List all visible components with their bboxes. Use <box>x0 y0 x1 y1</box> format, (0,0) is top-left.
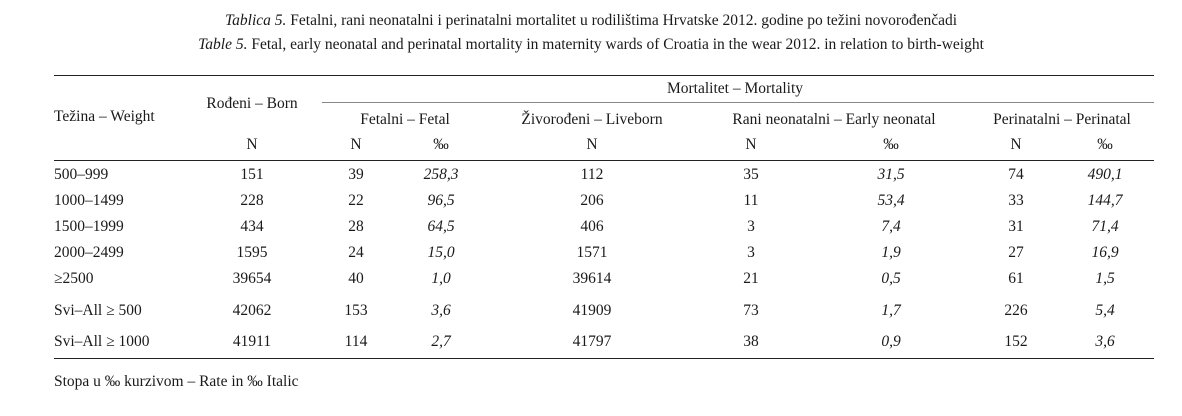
cell-fetal-n: 153 <box>344 302 368 319</box>
mortality-group-rule <box>322 102 1154 103</box>
cell-born-n: 42062 <box>232 302 272 319</box>
cell-perinatal-rate: 71,4 <box>1091 218 1119 235</box>
cell-fetal-rate: 15,0 <box>427 244 455 261</box>
subheader-early-n: N <box>745 136 757 153</box>
cell-perinatal-rate: 16,9 <box>1091 244 1119 261</box>
header-weight: Težina – Weight <box>54 108 155 125</box>
cell-early-rate: 1,7 <box>881 302 901 319</box>
cell-weight: Svi–All ≥ 1000 <box>54 333 150 350</box>
header-liveborn: Živorođeni – Liveborn <box>521 111 663 128</box>
cell-perinatal-n: 152 <box>1004 333 1028 350</box>
cell-perinatal-n: 27 <box>1008 244 1024 261</box>
table-caption-croatian: Tablica 5. Fetalni, rani neonatalni i pe… <box>0 12 1182 30</box>
cell-fetal-rate: 3,6 <box>431 302 451 319</box>
cell-early-rate: 0,9 <box>881 333 901 350</box>
subheader-fetal-rate: ‰ <box>433 136 449 153</box>
cell-born-n: 151 <box>240 166 264 183</box>
cell-early-n: 35 <box>743 166 759 183</box>
cell-fetal-n: 39 <box>348 166 364 183</box>
cell-weight: 500–999 <box>54 166 109 183</box>
header-early-neonatal: Rani neonatalni – Early neonatal <box>732 111 936 128</box>
cell-perinatal-rate: 1,5 <box>1095 270 1115 287</box>
table-title-english: Fetal, early neonatal and perinatal mort… <box>247 36 984 53</box>
cell-perinatal-rate: 144,7 <box>1087 192 1123 209</box>
cell-fetal-rate: 258,3 <box>423 166 459 183</box>
table-header-rule <box>54 160 1154 161</box>
table-caption-english: Table 5. Fetal, early neonatal and perin… <box>0 36 1182 54</box>
cell-liveborn-n: 39614 <box>572 270 612 287</box>
cell-born-n: 39654 <box>232 270 272 287</box>
cell-fetal-n: 40 <box>348 270 364 287</box>
header-born: Rođeni – Born <box>206 95 298 112</box>
cell-liveborn-n: 406 <box>580 218 604 235</box>
subheader-fetal-n: N <box>350 136 362 153</box>
cell-perinatal-n: 226 <box>1004 302 1028 319</box>
subheader-liveborn-n: N <box>586 136 598 153</box>
cell-early-rate: 53,4 <box>877 192 905 209</box>
cell-born-n: 41911 <box>232 333 272 350</box>
cell-weight: 1500–1999 <box>54 218 124 235</box>
cell-early-n: 3 <box>747 244 755 261</box>
subheader-early-rate: ‰ <box>883 136 899 153</box>
table-label-english: Table 5. <box>198 36 248 53</box>
table-label-croatian: Tablica 5. <box>224 12 287 29</box>
cell-perinatal-n: 31 <box>1008 218 1024 235</box>
cell-liveborn-n: 206 <box>580 192 604 209</box>
cell-perinatal-n: 61 <box>1008 270 1024 287</box>
cell-fetal-n: 22 <box>348 192 364 209</box>
cell-early-n: 73 <box>743 302 759 319</box>
subheader-perinatal-n: N <box>1010 136 1022 153</box>
cell-early-n: 3 <box>747 218 755 235</box>
table-title-croatian: Fetalni, rani neonatalni i perinatalni m… <box>286 12 958 29</box>
cell-perinatal-n: 74 <box>1008 166 1024 183</box>
cell-early-rate: 0,5 <box>881 270 901 287</box>
cell-born-n: 434 <box>240 218 264 235</box>
cell-fetal-rate: 2,7 <box>431 333 451 350</box>
subheader-perinatal-rate: ‰ <box>1097 136 1113 153</box>
cell-born-n: 1595 <box>236 244 268 261</box>
cell-fetal-n: 114 <box>344 333 368 350</box>
cell-early-n: 38 <box>743 333 759 350</box>
cell-liveborn-n: 1571 <box>576 244 608 261</box>
cell-liveborn-n: 41909 <box>572 302 612 319</box>
cell-perinatal-rate: 5,4 <box>1095 302 1115 319</box>
cell-weight: 2000–2499 <box>54 244 124 261</box>
cell-perinatal-rate: 490,1 <box>1087 166 1123 183</box>
cell-early-rate: 7,4 <box>881 218 901 235</box>
cell-fetal-rate: 1,0 <box>431 270 451 287</box>
cell-liveborn-n: 112 <box>580 166 604 183</box>
table-bottom-rule <box>54 358 1154 359</box>
cell-fetal-rate: 96,5 <box>427 192 455 209</box>
header-perinatal: Perinatalni – Perinatal <box>993 111 1131 128</box>
table-top-rule <box>54 75 1154 76</box>
cell-perinatal-rate: 3,6 <box>1095 333 1115 350</box>
cell-early-rate: 1,9 <box>881 244 901 261</box>
cell-weight: Svi–All ≥ 500 <box>54 302 142 319</box>
header-mortality: Mortalitet – Mortality <box>666 80 804 97</box>
cell-early-n: 11 <box>743 192 759 209</box>
table-footnote: Stopa u ‰ kurzivom – Rate in ‰ Italic <box>54 373 299 390</box>
cell-fetal-n: 28 <box>348 218 364 235</box>
cell-weight: 1000–1499 <box>54 192 124 209</box>
header-fetal: Fetalni – Fetal <box>360 111 450 128</box>
cell-liveborn-n: 41797 <box>572 333 612 350</box>
cell-born-n: 228 <box>240 192 264 209</box>
cell-early-n: 21 <box>743 270 759 287</box>
cell-early-rate: 31,5 <box>877 166 905 183</box>
subheader-born-n: N <box>246 136 258 153</box>
cell-fetal-n: 24 <box>348 244 364 261</box>
cell-weight: ≥2500 <box>54 270 94 287</box>
cell-fetal-rate: 64,5 <box>427 218 455 235</box>
cell-perinatal-n: 33 <box>1008 192 1024 209</box>
